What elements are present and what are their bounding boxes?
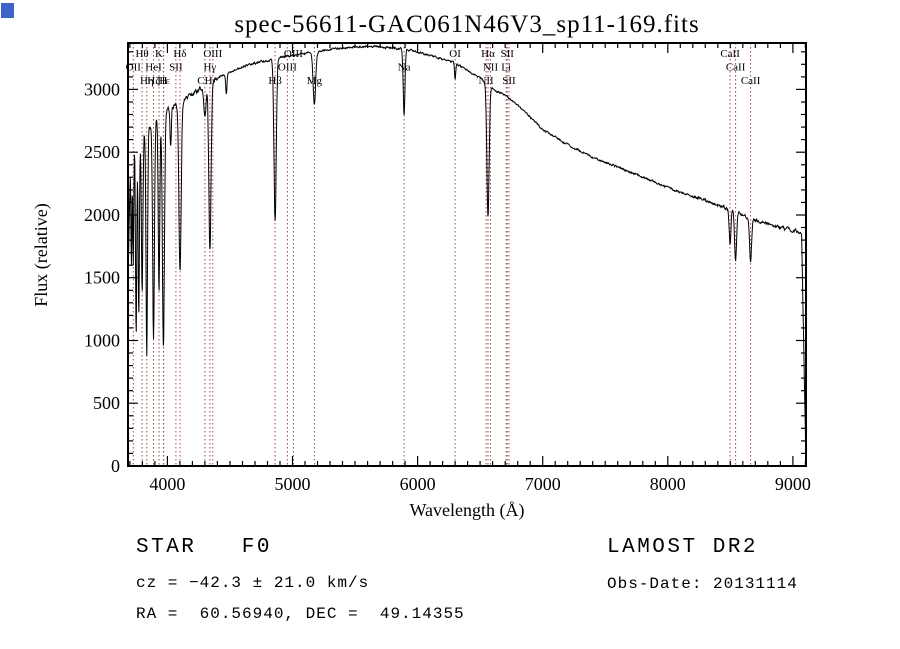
- spectral-marker-label: Hη: [140, 75, 154, 87]
- spectral-marker-label: H: [159, 75, 167, 87]
- spectrum-curve-group: [127, 44, 807, 453]
- x-tick-label: 8000: [650, 474, 686, 494]
- spectral-marker-label: SII: [500, 48, 514, 60]
- spectral-marker-label: NII: [483, 62, 499, 74]
- spectral-marker-label: CH: [197, 75, 212, 87]
- spectral-marker-label: Hδ: [173, 48, 186, 60]
- survey-text: LAMOST DR2: [607, 536, 759, 559]
- y-tick-label: 500: [93, 393, 120, 413]
- y-tick-label: 1000: [84, 331, 120, 351]
- x-tick-label: 4000: [149, 474, 185, 494]
- axes-frame-and-ticks: [127, 42, 807, 467]
- spectral-marker-label: NII: [478, 75, 494, 87]
- plot-frame: [127, 42, 807, 467]
- spectral-marker-label: OIII: [278, 62, 297, 74]
- x-tick-label: 7000: [525, 474, 561, 494]
- ra-dec-text: RA = 60.56940, DEC = 49.14355: [136, 605, 465, 623]
- spectral-marker-label: SII: [502, 75, 516, 87]
- screen-corner-artifact: [1, 3, 14, 18]
- spectral-marker-label: Na: [398, 62, 411, 74]
- spectral-marker-label: OI: [449, 48, 461, 60]
- spectral-marker-label: Li: [501, 62, 511, 74]
- star-class-text: STAR F0: [136, 536, 272, 559]
- x-tick-label: 5000: [275, 474, 311, 494]
- spectral-marker-label: OIII: [203, 48, 222, 60]
- spectral-marker-label: Hε: [157, 75, 170, 87]
- spectrum-line: [127, 44, 807, 453]
- spectral-line-markers: [132, 43, 752, 466]
- obs-date-text: Obs-Date: 20131114: [607, 575, 798, 593]
- spectral-marker-label: K: [155, 48, 163, 60]
- y-axis-label: Flux (relative): [31, 203, 52, 306]
- y-tick-label: 2500: [84, 142, 120, 162]
- spectral-marker-label: SII: [169, 62, 183, 74]
- spectral-marker-label: Hθ: [135, 48, 148, 60]
- spectral-marker-labels: OIIHθHηHeIHζKHHεSIIHδCHHγOIIIHβOIIIOIIIM…: [126, 48, 761, 87]
- cz-text: cz = −42.3 ± 21.0 km/s: [136, 574, 370, 592]
- spectral-marker-label: CaII: [720, 48, 740, 60]
- spectral-marker-label: CaII: [741, 75, 761, 87]
- y-tick-label: 1500: [84, 268, 120, 288]
- spectral-marker-label: Hγ: [203, 62, 216, 74]
- spectral-marker-label: Hβ: [268, 75, 282, 87]
- x-axis-label: Wavelength (Å): [409, 500, 524, 521]
- spectral-marker-label: Mg: [307, 75, 323, 87]
- spectral-marker-label: Hζ: [147, 75, 160, 87]
- x-tick-label: 6000: [400, 474, 436, 494]
- spectral-marker-label: Hα: [481, 48, 495, 60]
- tick-labels: 4000 5000 6000 7000 8000 9000 0 500 1000 1500 2000…: [84, 79, 811, 494]
- x-tick-label: 9000: [775, 474, 811, 494]
- spectral-marker-label: CaII: [726, 62, 746, 74]
- spectral-marker-label: OII: [126, 62, 142, 74]
- y-tick-label: 0: [111, 456, 120, 476]
- y-tick-label: 2000: [84, 205, 120, 225]
- y-tick-label: 3000: [84, 79, 120, 99]
- spectral-marker-label: OIII: [284, 48, 303, 60]
- plot-title: spec-56611-GAC061N46V3_sp11-169.fits: [234, 11, 699, 38]
- spectral-marker-label: HeI: [145, 62, 162, 74]
